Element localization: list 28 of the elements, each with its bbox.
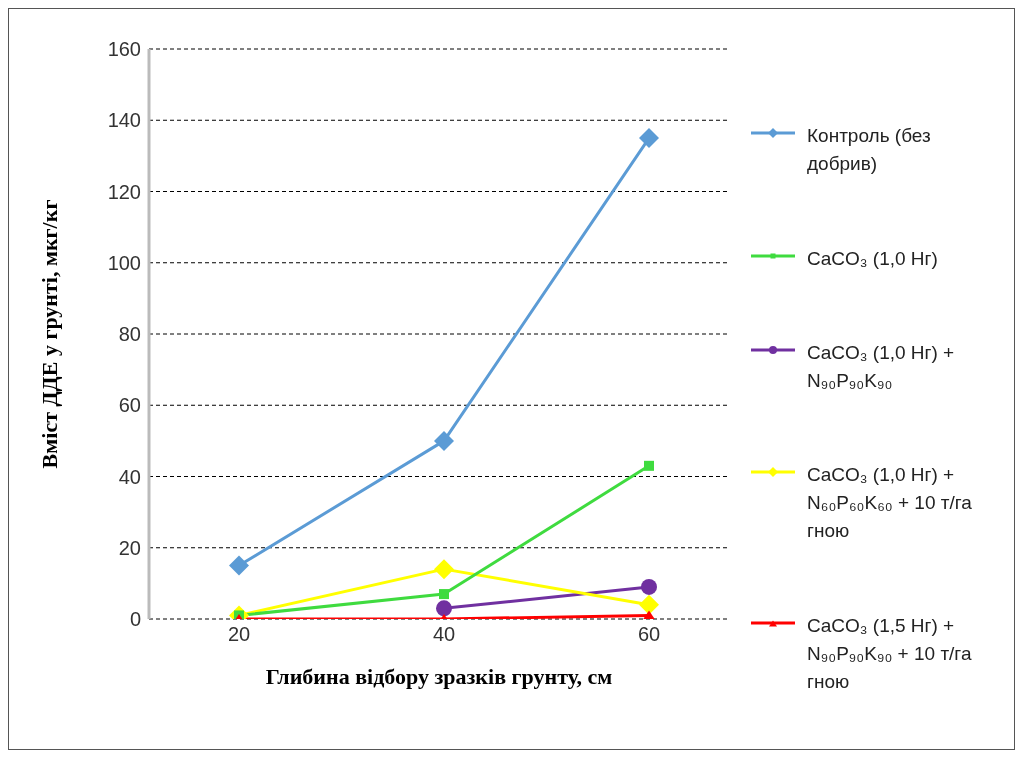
point: [641, 578, 657, 595]
legend-label: CaCO₃ (1,0 Нг) + N₉₀P₉₀K₉₀: [807, 340, 956, 393]
point: [639, 128, 659, 149]
x-tick-label: 20: [227, 623, 251, 646]
x-tick-label: 40: [432, 623, 456, 646]
y-tick-label: 120: [107, 180, 141, 203]
y-tick-label: 140: [107, 109, 141, 132]
point: [644, 460, 654, 471]
y-tick-label: 160: [107, 38, 141, 61]
y-axis-title: Вміст ДДЕ у грунті, мкг/кг: [36, 199, 62, 469]
y-tick-label: 20: [118, 536, 141, 559]
x-axis-title: Глибина відбору зразків грунту, см: [265, 664, 613, 689]
y-tick-label: 40: [118, 465, 141, 488]
legend-label: CaCO₃ (1,0 Нг) + N₆₀P₆₀K₆₀ + 10 т/га гною: [807, 463, 972, 544]
y-tick-label: 0: [129, 608, 141, 631]
y-tick-label: 60: [118, 394, 141, 417]
legend-label: CaCO₃ (1,5 Нг) + N₉₀P₉₀K₉₀ + 10 т/га гною: [807, 613, 972, 694]
point: [434, 559, 454, 580]
point: [436, 600, 452, 617]
point: [434, 430, 454, 451]
legend-label: Контроль (без добрив): [807, 124, 932, 177]
legend-label: CaCO₃ (1,0 Нг): [807, 246, 939, 271]
y-tick-label: 100: [107, 251, 141, 274]
x-tick-label: 60: [637, 623, 661, 646]
point: [639, 594, 659, 615]
y-tick-label: 80: [118, 323, 141, 346]
point: [439, 589, 449, 600]
point: [229, 555, 249, 576]
